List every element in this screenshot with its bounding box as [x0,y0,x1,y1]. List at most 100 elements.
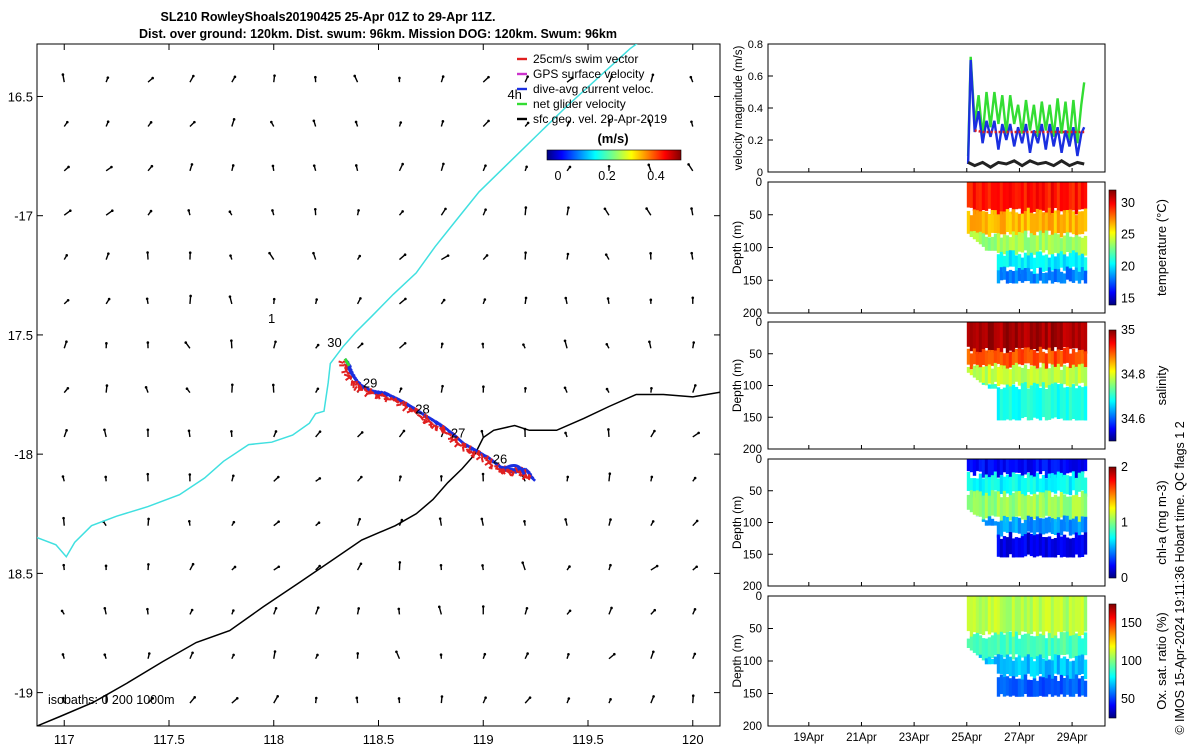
swim-vector [413,409,419,415]
heatmap-cell [1056,210,1061,234]
velocity-arrow-head [691,694,695,698]
heatmap-cell [993,350,998,367]
heatmap-cell [972,491,977,515]
velocity-arrow-head [232,653,235,657]
heatmap-cell [1026,369,1031,389]
velocity-arrow-head [484,164,487,167]
heatmap-cell [1029,475,1034,495]
heatmap-cell [1026,182,1031,209]
heatmap-cell [1017,678,1022,697]
heatmap-cell [1080,322,1085,350]
heatmap-cell [987,477,992,497]
heatmap-cell [1038,387,1043,421]
heatmap-cell [1020,660,1025,681]
velocity-arrow-head [483,298,487,301]
heatmap-cell [1020,536,1025,558]
depth-tick-label: 0 [756,454,762,466]
velocity-arrow-head [316,606,320,609]
heatmap-cell [984,596,989,632]
heatmap-cell [1002,596,1007,634]
heatmap-cell [1083,532,1088,555]
heatmap-cell [1029,182,1034,213]
velocity-arrow-head [357,209,360,212]
velocity-y-tick-label: 0.6 [748,71,763,83]
heatmap-cell [987,384,992,389]
heatmap-cell [1005,596,1010,638]
heatmap-cell [1056,363,1061,383]
heatmap-cell [1032,182,1037,212]
heatmap-cell [999,520,1004,537]
heatmap-cell [1020,349,1025,366]
heatmap-cell [1038,654,1043,674]
isobaths [37,44,720,726]
heatmap-cell [1002,234,1007,255]
heatmap-cell [1029,212,1034,236]
swim-vector [477,450,481,457]
heatmap-cell [987,349,992,366]
heatmap-cell [1074,532,1079,555]
heatmap-cell [993,632,998,656]
colorbar-label: temperature (°C) [1154,199,1169,296]
velocity-arrow-head [104,564,108,568]
heatmap-cell [1074,182,1079,215]
velocity-arrow-head [694,384,697,387]
heatmap-cell [972,209,977,233]
swim-vector [456,442,462,447]
velocity-arrow-head [232,609,235,612]
swim-vector [338,360,344,364]
heatmap-cell [1026,494,1031,521]
heatmap-cell [990,384,995,389]
heatmap-cell [1047,182,1052,209]
velocity-arrow-head [353,74,357,78]
heatmap-cell [1047,659,1052,679]
depth-tick-label: 50 [749,486,762,498]
heatmap-cell [969,231,974,237]
heatmap-cell [1068,519,1073,536]
swim-vector [518,470,523,477]
heatmap-cell [1047,459,1052,474]
velocity-arrow-head [693,652,697,656]
heatmap-cell [969,322,974,352]
heatmap-colorbar [1108,603,1117,719]
heatmap-cell [1083,459,1088,472]
heatmap-cell [1068,496,1073,522]
velocity-arrow-head [441,75,445,78]
heatmap-cell [975,478,980,498]
velocity-arrow-head [271,164,275,168]
heatmap-cell [996,322,1001,350]
heatmap-cell [981,322,986,353]
heatmap-cell [1074,516,1079,533]
heatmap-cell [1041,232,1046,253]
heatmap-cell [1050,496,1055,523]
heatmap-cell [981,459,986,478]
heatmap-cell [1017,459,1022,473]
heatmap-cell [1005,352,1010,369]
heatmap-cell [966,638,971,648]
velocity-series-line [966,56,1086,157]
heatmap-cell [1014,474,1019,494]
heatmap-cell [1062,347,1067,364]
velocity-arrow-head [521,561,524,564]
heatmap-cell [1056,384,1061,419]
velocity-arrow-head [268,251,271,255]
heatmap-cell [1053,351,1058,368]
x-tick-label: 120 [682,732,704,747]
heatmap-cell [1020,322,1025,349]
velocity-arrow-head [605,342,609,346]
swim-vector [428,423,434,426]
velocity-arrow-head [648,340,651,344]
heatmap-cell [1035,534,1040,557]
heatmap-cell [1014,596,1019,632]
swim-vector [408,407,414,413]
heatmap-cell [1068,678,1073,697]
heatmap-cell [1014,491,1019,517]
heatmap-cell [1011,384,1016,420]
velocity-arrow-head [651,520,655,523]
heatmap-cell [1083,270,1088,284]
velocity-arrow-head [276,694,279,698]
heatmap-cell [1029,271,1034,284]
heatmap-cell [978,367,983,383]
velocity-arrow-head [399,475,402,479]
heatmap-cell [1011,538,1016,558]
heatmap-cell [975,351,980,368]
